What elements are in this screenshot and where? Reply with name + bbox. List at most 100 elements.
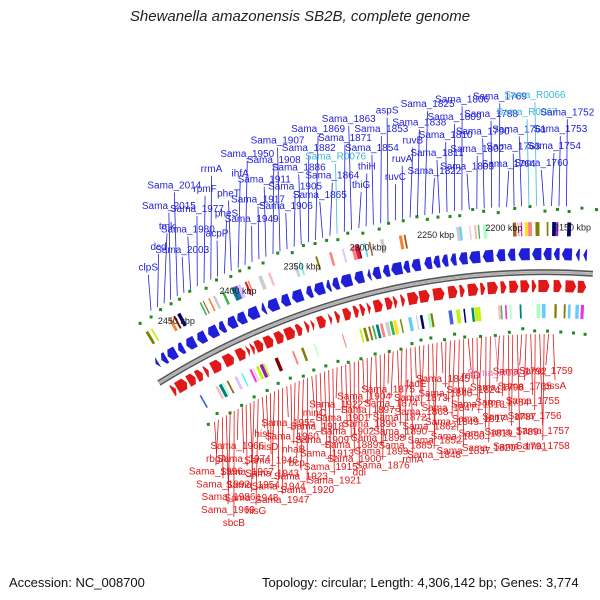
- reverse-gene-label: Sama_1876: [356, 461, 410, 472]
- reverse-gene-label: Sama_1798: [470, 383, 524, 394]
- reverse-gene-arrow: [327, 313, 333, 326]
- reverse-gene-label: fadE: [406, 379, 427, 390]
- forward-gene-label-leader: [181, 256, 185, 293]
- forward-gene-label: Sama_1949: [225, 214, 279, 225]
- reverse-cog-stripe: [463, 308, 467, 323]
- reverse-gene-label: Sama_1944: [252, 482, 306, 493]
- genome-backbone: [159, 273, 593, 386]
- marker-dot: [387, 221, 391, 225]
- forward-gene-label-leader: [163, 233, 168, 304]
- reverse-gene-label-leader: [427, 344, 430, 421]
- reverse-gene-label: hisH: [254, 429, 274, 440]
- reverse-cog-stripe: [408, 316, 415, 332]
- reverse-cog-stripe: [385, 321, 392, 337]
- forward-gene-label: rrmA: [201, 164, 223, 175]
- forward-gene-label-leader: [272, 167, 275, 255]
- reverse-cog-stripe: [500, 305, 503, 320]
- marker-dot: [238, 269, 242, 273]
- forward-cog-stripe: [524, 222, 529, 237]
- forward-gene-arrow: [482, 249, 494, 263]
- marker-dot: [533, 329, 537, 333]
- forward-gene-label-leader: [210, 175, 212, 280]
- reverse-gene-label-leader: [345, 364, 348, 426]
- reverse-cog-stripe: [471, 307, 476, 322]
- reverse-gene-arrow: [309, 319, 315, 331]
- reverse-gene-label-leader: [335, 367, 338, 399]
- marker-dot: [436, 215, 440, 219]
- marker-dot: [346, 360, 350, 364]
- forward-gene-arrow: [450, 253, 457, 266]
- reverse-gene-label-leader: [362, 359, 365, 391]
- forward-gene-label-leader: [358, 192, 362, 229]
- reverse-gene-label-leader: [534, 334, 536, 411]
- marker-dot: [359, 357, 363, 361]
- reverse-cog-stripe: [575, 304, 580, 319]
- reverse-gene-label: Sama_R0070: [467, 368, 529, 379]
- forward-gene-arrow: [208, 324, 221, 339]
- reverse-cog-stripe: [392, 320, 400, 335]
- reverse-gene-arrow: [509, 280, 519, 293]
- reverse-gene-label-leader: [410, 347, 414, 454]
- reverse-cog-stripe: [249, 368, 258, 383]
- forward-cog-stripe: [145, 330, 156, 345]
- reverse-gene-label: rnfD: [462, 370, 481, 381]
- reverse-gene-arrow: [406, 291, 419, 306]
- forward-gene-label: dcd: [150, 242, 166, 253]
- reverse-gene-label: Sama_1967: [220, 467, 274, 478]
- reverse-gene-label-leader: [448, 340, 451, 402]
- forward-gene-label: ruvC: [385, 172, 406, 183]
- marker-dot: [361, 231, 365, 235]
- forward-gene-arrow: [543, 248, 552, 261]
- reverse-gene-label-leader: [496, 335, 500, 382]
- forward-gene-label: Sama_1822: [408, 166, 462, 177]
- forward-gene-arrow: [167, 346, 179, 361]
- forward-cog-stripe: [357, 244, 363, 259]
- forward-gene-label-leader: [335, 163, 338, 234]
- reverse-gene-label: Sama_1890: [373, 427, 427, 438]
- forward-cog-stripe: [267, 272, 276, 287]
- forward-gene-arrow: [219, 320, 228, 334]
- reverse-gene-label: Sama_1974: [217, 454, 271, 465]
- reverse-gene-label-leader: [265, 395, 269, 442]
- marker-dot: [399, 347, 403, 351]
- reverse-gene-label-leader: [369, 356, 372, 419]
- marker-dot: [513, 207, 517, 211]
- reverse-gene-label-leader: [467, 338, 472, 370]
- forward-gene-label: Sama_R0067: [496, 107, 558, 118]
- reverse-gene-arrow: [303, 321, 310, 333]
- forward-gene-label-leader: [329, 182, 333, 236]
- marker-dot: [313, 242, 317, 246]
- reverse-cog-stripe: [199, 394, 208, 408]
- reverse-gene-label-leader: [545, 333, 550, 366]
- reverse-cog-stripe: [371, 325, 378, 340]
- forward-gene-label: Sama_1811: [410, 148, 464, 159]
- reverse-gene-arrow: [342, 307, 352, 321]
- forward-gene-label: thiH: [358, 161, 376, 172]
- reverse-gene-arrow: [459, 284, 465, 298]
- reverse-gene-label: Sama_1897: [341, 405, 395, 416]
- reverse-gene-label: Sama_1909: [295, 435, 349, 446]
- reverse-cog-stripe: [379, 323, 386, 338]
- reverse-gene-label: Sama_1947: [255, 495, 309, 506]
- forward-gene-label: Sama_1806: [435, 94, 489, 105]
- reverse-cog-stripe: [368, 326, 374, 341]
- reverse-gene-arrow: [418, 289, 430, 304]
- marker-dot: [177, 297, 181, 301]
- genome-title: Shewanella amazonensis SB2B, complete ge…: [129, 8, 471, 25]
- forward-gene-label: clpS: [139, 263, 159, 274]
- forward-gene-label-leader: [343, 144, 346, 232]
- reverse-cog-stripe: [241, 373, 249, 387]
- kbp-tick-label: 2300 kbp: [350, 243, 387, 253]
- reverse-cog-stripe-group: [199, 304, 585, 408]
- marker-dot: [410, 342, 414, 346]
- forward-gene-label: Sama_1907: [251, 136, 305, 147]
- reverse-gene-label: Sama_1789: [485, 427, 539, 438]
- forward-cog-stripe: [329, 251, 336, 267]
- reverse-gene-arrow: [479, 282, 486, 295]
- forward-cog-stripe: [482, 224, 488, 239]
- reverse-gene-label: Sama_1889: [324, 440, 378, 451]
- reverse-gene-arrow: [553, 280, 562, 293]
- reverse-gene-label: Sama_1992: [196, 479, 250, 490]
- forward-gene-label-leader: [224, 220, 227, 274]
- forward-gene-label: Sama_1754: [527, 141, 581, 152]
